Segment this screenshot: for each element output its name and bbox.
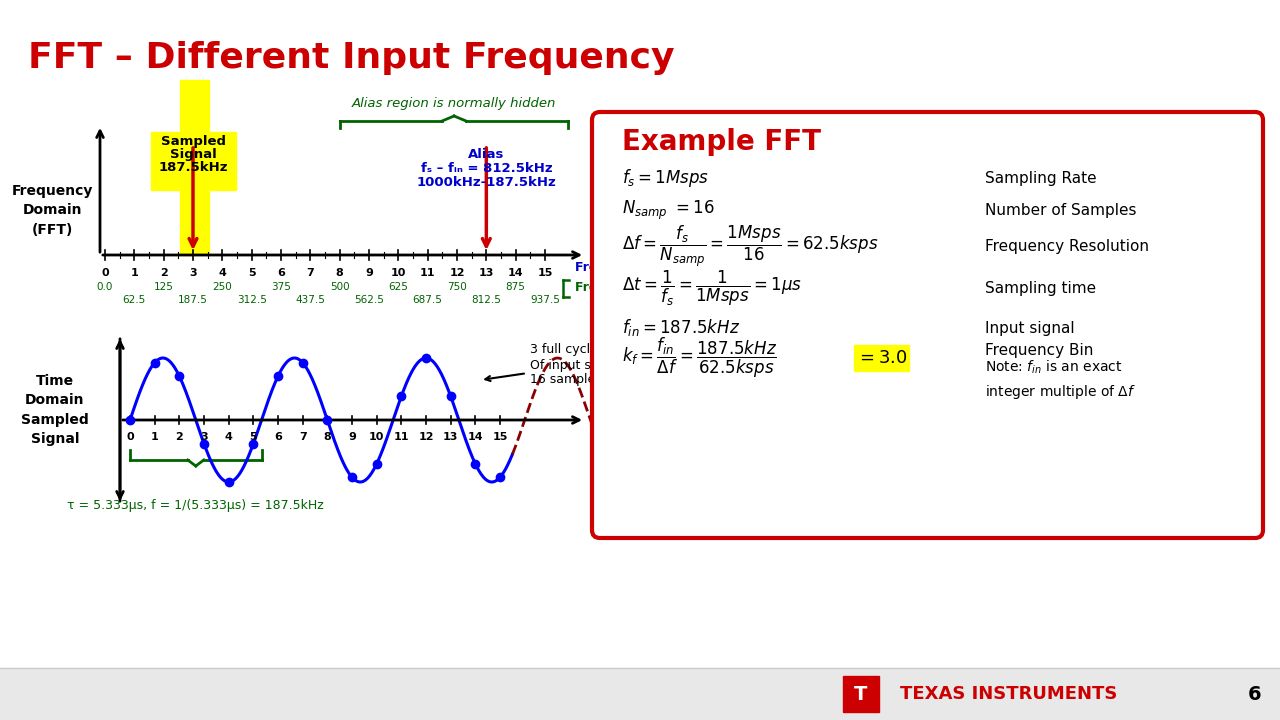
Text: $f_{in} = 187.5kHz$: $f_{in} = 187.5kHz$ [622, 318, 740, 338]
Text: 625: 625 [388, 282, 408, 292]
Text: Freq. (kHz): Freq. (kHz) [575, 282, 653, 294]
Text: 14: 14 [467, 432, 483, 442]
Text: Frequency Bin: Frequency Bin [986, 343, 1093, 358]
Text: Frequency Resolution: Frequency Resolution [986, 238, 1149, 253]
Text: 250: 250 [212, 282, 232, 292]
Text: $N_{samp} \ = 16$: $N_{samp} \ = 16$ [622, 199, 714, 222]
Text: 11: 11 [420, 268, 435, 278]
Text: 11: 11 [393, 432, 410, 442]
Text: 12: 12 [449, 268, 465, 278]
Text: 15: 15 [538, 268, 553, 278]
Text: 4: 4 [219, 268, 227, 278]
Text: 1: 1 [131, 268, 138, 278]
Text: 562.5: 562.5 [355, 295, 384, 305]
Text: 0.0: 0.0 [97, 282, 113, 292]
Text: Freq. Bin: Freq. Bin [575, 261, 637, 274]
Text: Sampling time: Sampling time [986, 281, 1096, 295]
Text: Alias: Alias [468, 148, 504, 161]
Text: 187.5kHz: 187.5kHz [159, 161, 228, 174]
Text: 7: 7 [306, 268, 314, 278]
Text: 9: 9 [348, 432, 356, 442]
Text: 312.5: 312.5 [237, 295, 266, 305]
Text: $\Delta t = \dfrac{1}{f_s} = \dfrac{1}{1Msps} = 1\mu s$: $\Delta t = \dfrac{1}{f_s} = \dfrac{1}{1… [622, 269, 803, 307]
Text: 687.5: 687.5 [412, 295, 443, 305]
Text: 2: 2 [160, 268, 168, 278]
Text: 3: 3 [200, 432, 207, 442]
Text: $= 3.0$: $= 3.0$ [856, 349, 908, 367]
Text: 1: 1 [151, 432, 159, 442]
Text: Alias region is normally hidden: Alias region is normally hidden [352, 96, 557, 109]
Text: Input signal: Input signal [986, 320, 1075, 336]
Text: 6: 6 [276, 268, 285, 278]
Text: 13: 13 [479, 268, 494, 278]
Text: TEXAS INSTRUMENTS: TEXAS INSTRUMENTS [900, 685, 1117, 703]
Text: Example FFT: Example FFT [622, 128, 820, 156]
Text: fₛ – fᵢₙ = 812.5kHz: fₛ – fᵢₙ = 812.5kHz [421, 162, 552, 175]
Text: 14: 14 [508, 268, 524, 278]
Text: Sampling Rate: Sampling Rate [986, 171, 1097, 186]
Text: 5: 5 [248, 268, 256, 278]
Text: 187.5: 187.5 [178, 295, 207, 305]
Text: τ = 5.333μs, f = 1/(5.333μs) = 187.5kHz: τ = 5.333μs, f = 1/(5.333μs) = 187.5kHz [68, 498, 324, 511]
Text: $k_f = \dfrac{f_{in}}{\Delta f} = \dfrac{187.5kHz}{62.5ksps}$: $k_f = \dfrac{f_{in}}{\Delta f} = \dfrac… [622, 336, 777, 380]
Text: Time
Domain
Sampled
Signal: Time Domain Sampled Signal [22, 374, 88, 446]
Text: 62.5: 62.5 [123, 295, 146, 305]
Text: 0: 0 [127, 432, 134, 442]
Text: 4: 4 [225, 432, 233, 442]
Text: 937.5: 937.5 [530, 295, 559, 305]
Bar [0, 668, 1280, 720]
Text: 812.5: 812.5 [471, 295, 502, 305]
Text: 10: 10 [390, 268, 406, 278]
Text: 125: 125 [154, 282, 174, 292]
Bar [854, 345, 909, 371]
Text: Sampled: Sampled [160, 135, 225, 148]
Text: 5: 5 [250, 432, 257, 442]
Text: $f_s = 1Msps$: $f_s = 1Msps$ [622, 167, 709, 189]
Text: 3: 3 [189, 268, 197, 278]
Text: 375: 375 [271, 282, 291, 292]
Text: T: T [854, 685, 868, 703]
Text: 0: 0 [101, 268, 109, 278]
Text: 437.5: 437.5 [296, 295, 325, 305]
Text: 500: 500 [330, 282, 349, 292]
Text: 10: 10 [369, 432, 384, 442]
FancyBboxPatch shape [591, 112, 1263, 538]
Text: 6: 6 [274, 432, 282, 442]
Text: 13: 13 [443, 432, 458, 442]
Text: 875: 875 [506, 282, 526, 292]
Text: 750: 750 [447, 282, 467, 292]
Bar [179, 80, 209, 255]
Bar [151, 132, 236, 190]
Text: 2: 2 [175, 432, 183, 442]
Text: 8: 8 [324, 432, 332, 442]
Text: 12: 12 [419, 432, 434, 442]
Text: 3 full cycles
Of input samples
16 samples total: 3 full cycles Of input samples 16 sample… [485, 343, 636, 387]
Text: 7: 7 [298, 432, 306, 442]
Text: 1000kHz-187.5kHz: 1000kHz-187.5kHz [416, 176, 557, 189]
Text: 9: 9 [365, 268, 372, 278]
Bar [844, 676, 879, 712]
Text: 15: 15 [493, 432, 508, 442]
Text: 6: 6 [1248, 685, 1262, 703]
Text: Number of Samples: Number of Samples [986, 202, 1137, 217]
Text: Frequency
Domain
(FFT): Frequency Domain (FFT) [12, 184, 92, 236]
Text: Signal: Signal [170, 148, 216, 161]
Text: Note: $f_{in}$ is an exact
integer multiple of $\Delta f$: Note: $f_{in}$ is an exact integer multi… [986, 359, 1137, 401]
Text: FFT – Different Input Frequency: FFT – Different Input Frequency [28, 41, 675, 75]
Text: 8: 8 [335, 268, 343, 278]
Text: $\Delta f = \dfrac{f_s}{N_{samp}} = \dfrac{1Msps}{16} = 62.5ksps$: $\Delta f = \dfrac{f_s}{N_{samp}} = \dfr… [622, 223, 878, 269]
Text: Time Index: Time Index [590, 421, 667, 434]
